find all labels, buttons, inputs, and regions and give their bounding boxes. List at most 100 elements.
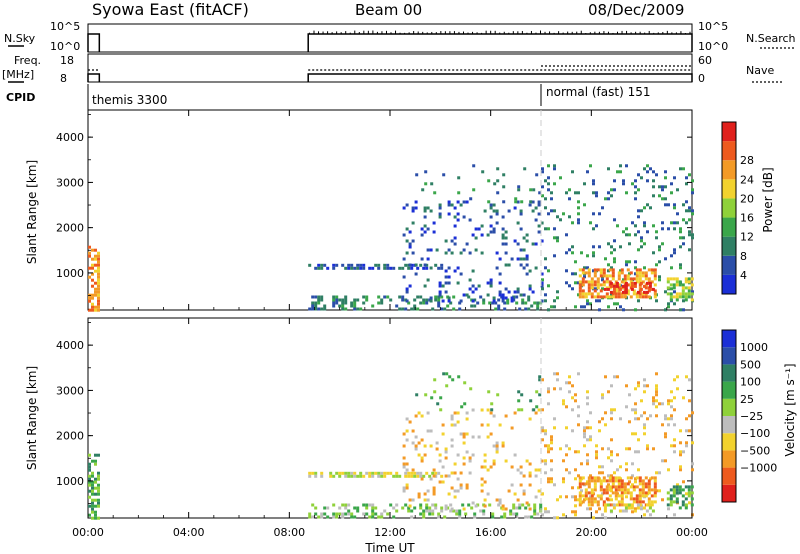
data-cell bbox=[344, 506, 348, 510]
data-cell bbox=[605, 488, 609, 492]
data-cell bbox=[596, 277, 600, 281]
data-cell bbox=[395, 471, 399, 475]
data-cell bbox=[602, 491, 606, 495]
data-cell bbox=[541, 185, 544, 189]
data-cell bbox=[611, 476, 615, 480]
data-cell bbox=[650, 500, 654, 504]
data-cell bbox=[389, 298, 393, 302]
data-cell bbox=[687, 277, 691, 281]
colorbar-tick-label: 20 bbox=[740, 192, 754, 205]
data-cell bbox=[626, 283, 630, 287]
data-cell bbox=[540, 239, 544, 243]
data-cell bbox=[562, 399, 565, 403]
data-cell bbox=[586, 266, 589, 270]
data-cell bbox=[377, 301, 381, 305]
data-cell bbox=[540, 284, 544, 288]
data-cell bbox=[583, 182, 586, 186]
data-cell bbox=[547, 227, 550, 231]
data-cell bbox=[480, 477, 484, 481]
data-cell bbox=[577, 423, 580, 427]
data-cell bbox=[608, 268, 612, 272]
data-cell bbox=[431, 512, 435, 516]
data-cell bbox=[604, 257, 607, 261]
colorbar-tick-label: 8 bbox=[740, 250, 747, 263]
data-cell bbox=[640, 209, 643, 213]
data-cell bbox=[624, 284, 628, 288]
data-cell bbox=[414, 444, 418, 448]
data-cell bbox=[407, 474, 411, 478]
data-cell bbox=[584, 295, 588, 299]
data-cell bbox=[682, 396, 685, 400]
data-cell bbox=[535, 405, 539, 409]
data-cell bbox=[451, 378, 455, 382]
data-cell bbox=[88, 489, 91, 493]
data-cell bbox=[456, 212, 460, 216]
data-cell bbox=[664, 197, 667, 201]
data-cell bbox=[553, 227, 556, 231]
data-cell bbox=[687, 485, 691, 489]
data-cell bbox=[687, 491, 691, 495]
data-cell bbox=[504, 263, 508, 267]
data-cell bbox=[91, 263, 94, 267]
data-cell bbox=[571, 510, 574, 514]
data-cell bbox=[550, 447, 553, 451]
data-cell bbox=[571, 408, 574, 412]
data-cell bbox=[441, 299, 445, 303]
data-cell bbox=[595, 450, 598, 454]
data-cell bbox=[637, 209, 640, 213]
data-cell bbox=[602, 268, 606, 272]
data-cell bbox=[590, 491, 594, 495]
data-cell bbox=[685, 176, 688, 180]
data-cell bbox=[417, 411, 421, 415]
data-cell bbox=[380, 512, 384, 516]
data-cell bbox=[91, 471, 94, 475]
data-cell bbox=[602, 488, 606, 492]
data-cell bbox=[491, 301, 495, 305]
data-cell bbox=[658, 185, 661, 189]
data-cell bbox=[488, 503, 492, 507]
data-cell bbox=[332, 266, 336, 270]
data-cell bbox=[601, 287, 604, 291]
data-cell bbox=[649, 513, 652, 517]
data-cell bbox=[353, 304, 357, 308]
data-cell bbox=[544, 432, 547, 436]
data-cell bbox=[624, 290, 628, 294]
data-cell bbox=[502, 200, 506, 204]
data-cell bbox=[664, 432, 667, 436]
data-cell bbox=[525, 501, 529, 505]
data-cell bbox=[97, 299, 100, 303]
data-cell bbox=[601, 278, 604, 282]
data-cell bbox=[679, 465, 682, 469]
data-cell bbox=[411, 209, 415, 213]
data-cell bbox=[512, 503, 516, 507]
data-cell bbox=[453, 495, 457, 499]
data-cell bbox=[653, 500, 657, 504]
data-cell bbox=[492, 227, 496, 231]
data-cell bbox=[432, 468, 436, 472]
data-cell bbox=[91, 302, 94, 306]
data-cell bbox=[317, 263, 321, 267]
freq-trace bbox=[87, 65, 693, 82]
data-cell bbox=[590, 292, 594, 296]
data-cell bbox=[471, 435, 475, 439]
data-cell bbox=[601, 471, 604, 475]
colorbar-tick-label: 1000 bbox=[740, 341, 768, 354]
data-cell bbox=[550, 480, 553, 484]
data-cell bbox=[91, 486, 94, 490]
data-cell bbox=[432, 486, 436, 490]
data-cell bbox=[655, 405, 658, 409]
data-cell bbox=[405, 290, 409, 294]
data-cell bbox=[414, 272, 418, 276]
data-cell bbox=[519, 209, 523, 213]
data-cell bbox=[453, 236, 457, 240]
data-cell bbox=[628, 447, 631, 451]
data-cell bbox=[462, 435, 466, 439]
data-cell bbox=[547, 212, 550, 216]
data-cell bbox=[602, 283, 606, 287]
data-cell bbox=[468, 471, 472, 475]
data-cell bbox=[681, 488, 685, 492]
data-cell bbox=[425, 266, 429, 270]
data-cell bbox=[685, 492, 688, 496]
data-cell bbox=[453, 423, 457, 427]
